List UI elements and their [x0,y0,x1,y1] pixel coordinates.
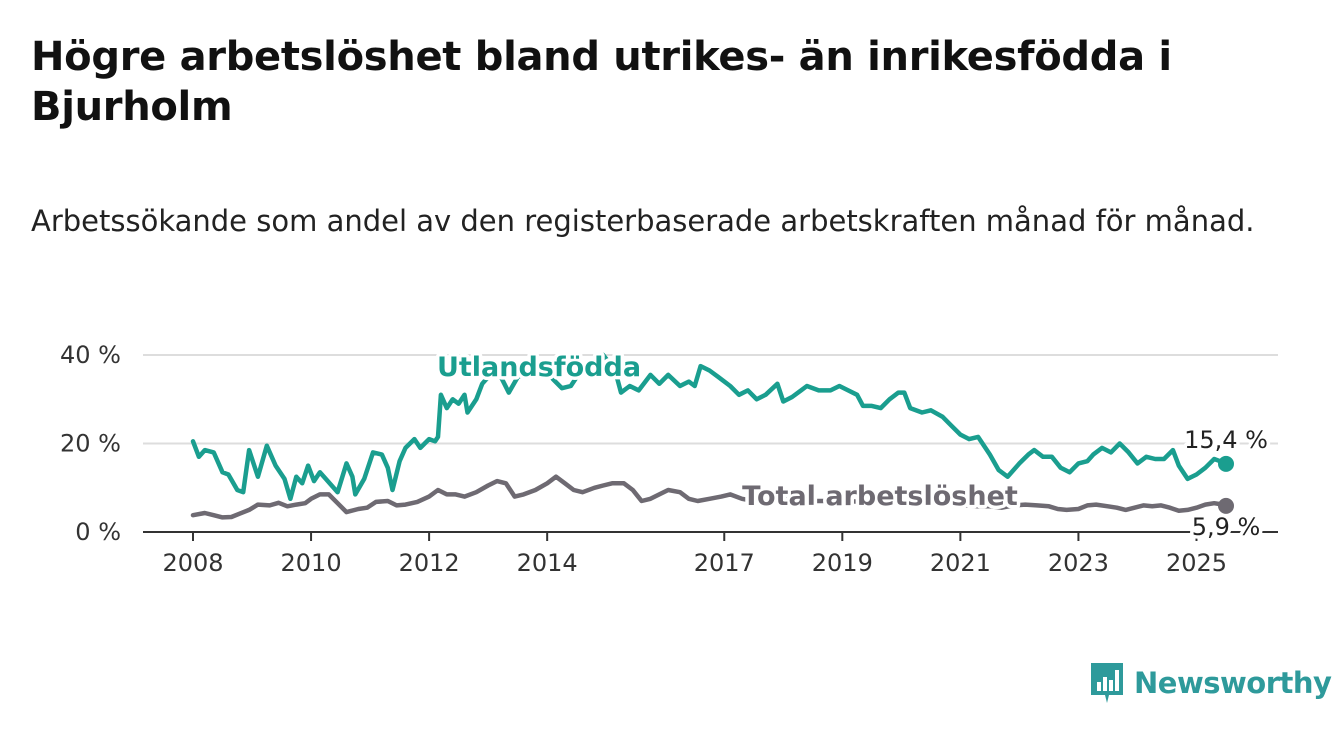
x-tick-label: 2010 [281,549,342,577]
brand-logo: Newsworthy [1089,661,1332,705]
end-label-total: 5,9 % [1192,513,1261,541]
series-line-utlandsfodda [190,352,1229,502]
y-axis-ticks: 0 % 20 % 40 % [60,341,121,546]
x-tick-label: 2019 [812,549,873,577]
x-tick-label: 2021 [930,549,991,577]
y-tick-label: 0 % [75,518,121,546]
x-tick-label: 2023 [1048,549,1109,577]
end-label-utlandsfodda: 15,4 % [1184,426,1268,454]
x-tick-label: 2014 [517,549,578,577]
x-tick-label: 2017 [694,549,755,577]
series-label-utlandsfodda-halo: Utlandsfödda [437,352,641,383]
series-line-total [190,474,1229,520]
series-end-point [1218,455,1234,472]
x-axis-ticks: 2008 2010 2012 2014 2017 2019 2021 2023 2025 [162,532,1227,577]
x-tick-label: 2012 [399,549,460,577]
y-tick-label: 40 % [60,341,121,369]
grid-lines [143,354,1278,445]
series-end-point [1218,497,1234,514]
chart-title: Högre arbetslöshet bland utrikes- än inr… [31,34,1172,130]
end-label-total-halo: 5,9 % [1192,513,1261,541]
series-label-total: Total arbetslöshet [742,481,1018,512]
brand-name: Newsworthy [1134,666,1332,700]
series-label-total-halo: Total arbetslöshet [742,481,1018,512]
series-label-utlandsfodda: Utlandsfödda [437,352,641,383]
end-label-utlandsfodda-halo: 15,4 % [1184,426,1268,454]
x-tick-label: 2008 [162,549,223,577]
bar-chart-logo-icon [1091,663,1123,703]
chart-subtitle: Arbetssökande som andel av den registerb… [31,204,1255,238]
series-lines [190,352,1234,520]
x-tick-label: 2025 [1166,549,1227,577]
y-tick-label: 20 % [60,430,121,458]
